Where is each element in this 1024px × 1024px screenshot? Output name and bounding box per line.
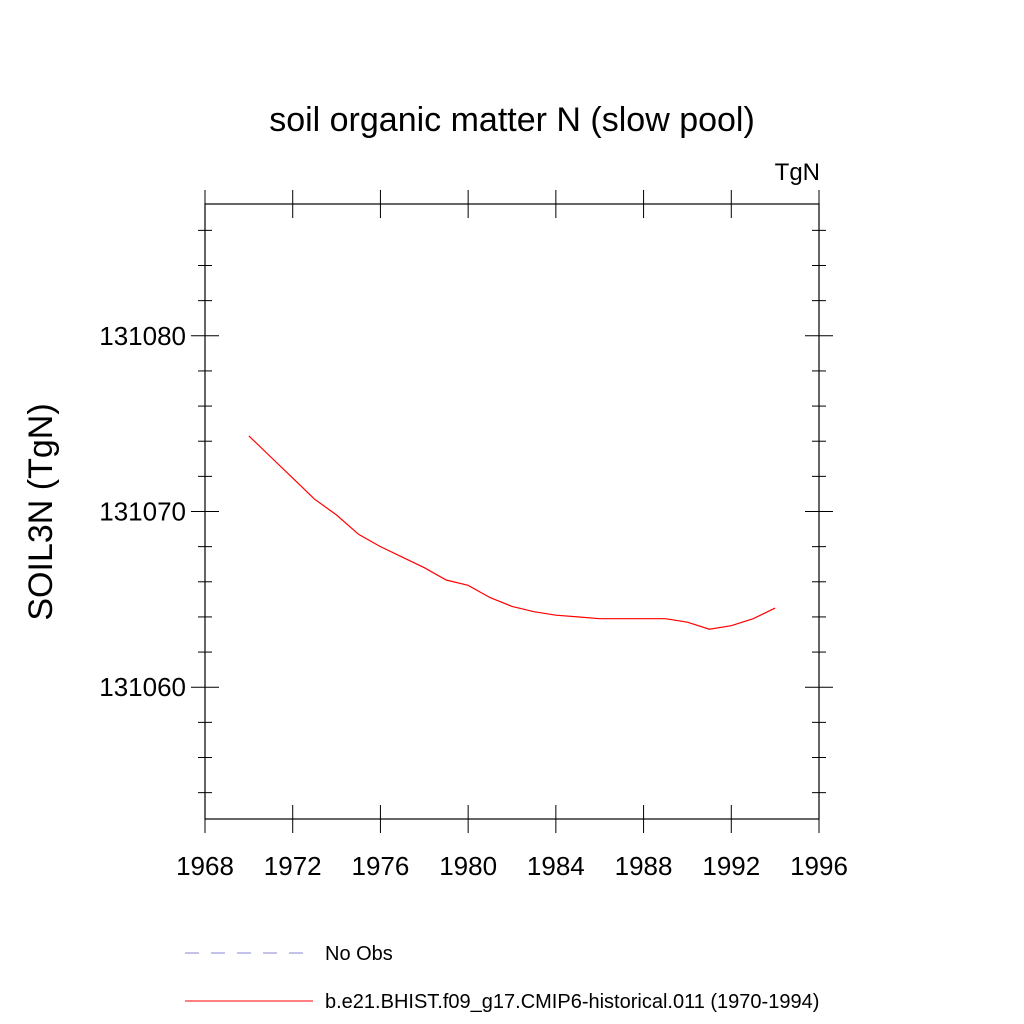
x-tick-label: 1988 (615, 851, 673, 881)
x-tick-label: 1980 (439, 851, 497, 881)
legend-label-model: b.e21.BHIST.f09_g17.CMIP6-historical.011… (325, 991, 819, 1013)
plot-frame (204, 203, 820, 820)
legend-label-no-obs: No Obs (325, 943, 393, 965)
x-tick-label: 1984 (527, 851, 585, 881)
units-label: TgN (775, 159, 820, 186)
x-tick-label: 1972 (264, 851, 322, 881)
y-axis-label: SOIL3N (TgN) (22, 403, 60, 620)
series-layer (248, 435, 776, 630)
axis-tick-labels: 1968 1972 1976 1980 1984 1988 1992 1996 131060 13… (99, 321, 848, 881)
x-tick-label: 1968 (176, 851, 234, 881)
x-tick-label: 1976 (352, 851, 410, 881)
series-line-0 (248, 435, 776, 630)
chart-title: soil organic matter N (slow pool) (269, 101, 755, 139)
x-tick-label: 1996 (790, 851, 848, 881)
y-tick-label: 131080 (99, 321, 186, 351)
x-tick-label: 1992 (702, 851, 760, 881)
y-tick-label: 131070 (99, 497, 186, 527)
y-tick-label: 131060 (99, 672, 186, 702)
axis-ticks (191, 190, 833, 833)
